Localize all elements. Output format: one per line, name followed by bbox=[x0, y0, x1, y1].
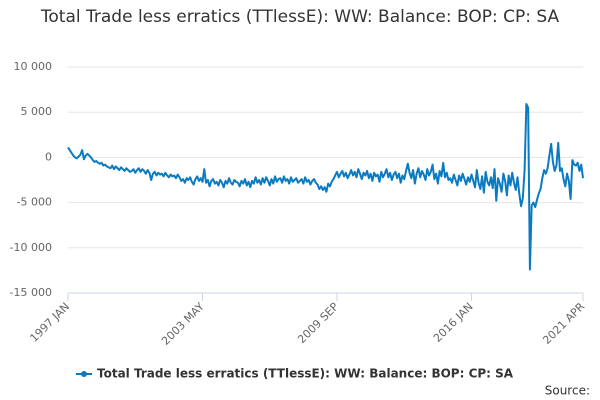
y-tick-label: 10 000 bbox=[14, 60, 53, 73]
y-tick-label: 0 bbox=[45, 150, 52, 163]
x-tick-label: 2003 MAY bbox=[159, 300, 207, 348]
source: Source: bbox=[545, 384, 590, 398]
x-tick-label: 2021 APR bbox=[540, 300, 587, 347]
x-tick-label: 2016 JAN bbox=[431, 300, 476, 345]
data-line bbox=[67, 103, 584, 271]
chart-title: Total Trade less erratics (TTlessE): WW:… bbox=[40, 7, 560, 27]
y-tick-label: -5 000 bbox=[17, 196, 52, 209]
x-tick-label: 2009 SEP bbox=[295, 300, 341, 346]
legend-marker bbox=[81, 371, 87, 377]
x-tick-label: 1997 JAN bbox=[27, 300, 72, 345]
y-tick-label: -10 000 bbox=[10, 241, 52, 254]
y-tick-label: -15 000 bbox=[10, 286, 52, 299]
legend-label: Total Trade less erratics (TTlessE): WW:… bbox=[97, 367, 514, 381]
y-tick-label: 5 000 bbox=[21, 105, 53, 118]
